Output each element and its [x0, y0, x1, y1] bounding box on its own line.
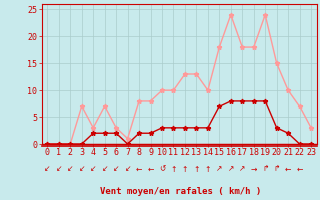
Text: ↗: ↗: [216, 164, 222, 173]
Text: ↙: ↙: [113, 164, 119, 173]
Text: ↙: ↙: [101, 164, 108, 173]
Text: ←: ←: [296, 164, 303, 173]
Text: ↑: ↑: [182, 164, 188, 173]
Text: ↺: ↺: [159, 164, 165, 173]
Text: ↗: ↗: [228, 164, 234, 173]
Text: ↙: ↙: [56, 164, 62, 173]
Text: ↱: ↱: [274, 164, 280, 173]
Text: ←: ←: [285, 164, 291, 173]
Text: ↙: ↙: [67, 164, 74, 173]
Text: →: →: [251, 164, 257, 173]
Text: Vent moyen/en rafales ( km/h ): Vent moyen/en rafales ( km/h ): [100, 187, 261, 196]
Text: ←: ←: [136, 164, 142, 173]
Text: ↙: ↙: [78, 164, 85, 173]
Text: ↑: ↑: [193, 164, 200, 173]
Text: ↑: ↑: [170, 164, 177, 173]
Text: ↙: ↙: [44, 164, 51, 173]
Text: ↗: ↗: [239, 164, 245, 173]
Text: ↱: ↱: [262, 164, 268, 173]
Text: ↑: ↑: [205, 164, 211, 173]
Text: ↙: ↙: [124, 164, 131, 173]
Text: ←: ←: [147, 164, 154, 173]
Text: ↙: ↙: [90, 164, 96, 173]
